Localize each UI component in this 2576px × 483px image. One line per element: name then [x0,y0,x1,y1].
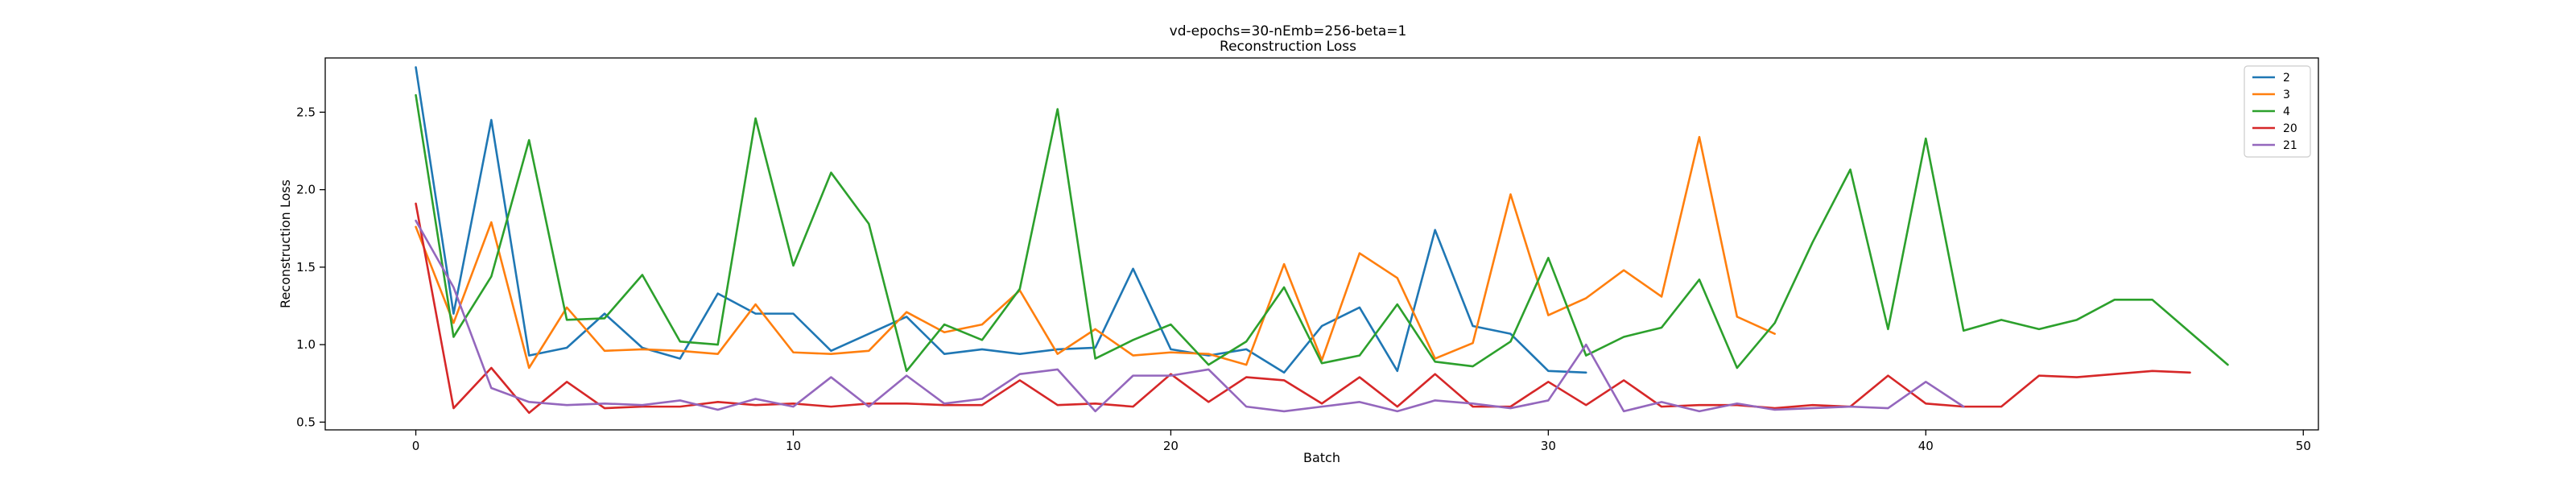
series-line-3 [415,135,1777,369]
series-line-20 [415,202,2191,415]
legend: 2 3 4 20 21 [2244,65,2311,158]
series-line-2 [415,66,1587,374]
legend-label-3: 3 [2283,89,2290,101]
series-line-21 [415,219,1965,413]
x-tick-label: 40 [1918,439,1934,453]
y-tick-label: 0.5 [296,415,316,429]
chart-subtitle: Reconstruction Loss [1220,39,1356,55]
y-tick-label: 2.5 [296,105,316,119]
legend-label-2: 2 [2283,72,2290,85]
series-line-4 [415,93,2229,373]
x-axis-label: Batch [1303,450,1340,465]
series-lines [415,66,2229,415]
y-axis-label: Reconstruction Loss [278,180,293,308]
x-tick-label: 0 [412,439,420,453]
y-tick-label: 1.0 [296,337,316,352]
x-axis: 0 10 20 30 40 50 [412,430,2311,453]
y-tick-label: 1.5 [296,260,316,275]
legend-label-4: 4 [2283,105,2290,118]
x-tick-label: 50 [2296,439,2311,453]
plot-area [324,57,2319,431]
x-tick-label: 20 [1163,439,1179,453]
x-tick-label: 30 [1541,439,1556,453]
y-tick-label: 2.0 [296,183,316,197]
x-tick-label: 10 [786,439,801,453]
legend-box [2244,65,2311,158]
chart-title: vd-epochs=30-nEmb=256-beta=1 [1170,23,1407,39]
y-axis: 0.5 1.0 1.5 2.0 2.5 [296,105,325,429]
plot-frame [324,57,2319,431]
legend-label-21: 21 [2283,139,2297,152]
legend-label-20: 20 [2283,122,2297,135]
